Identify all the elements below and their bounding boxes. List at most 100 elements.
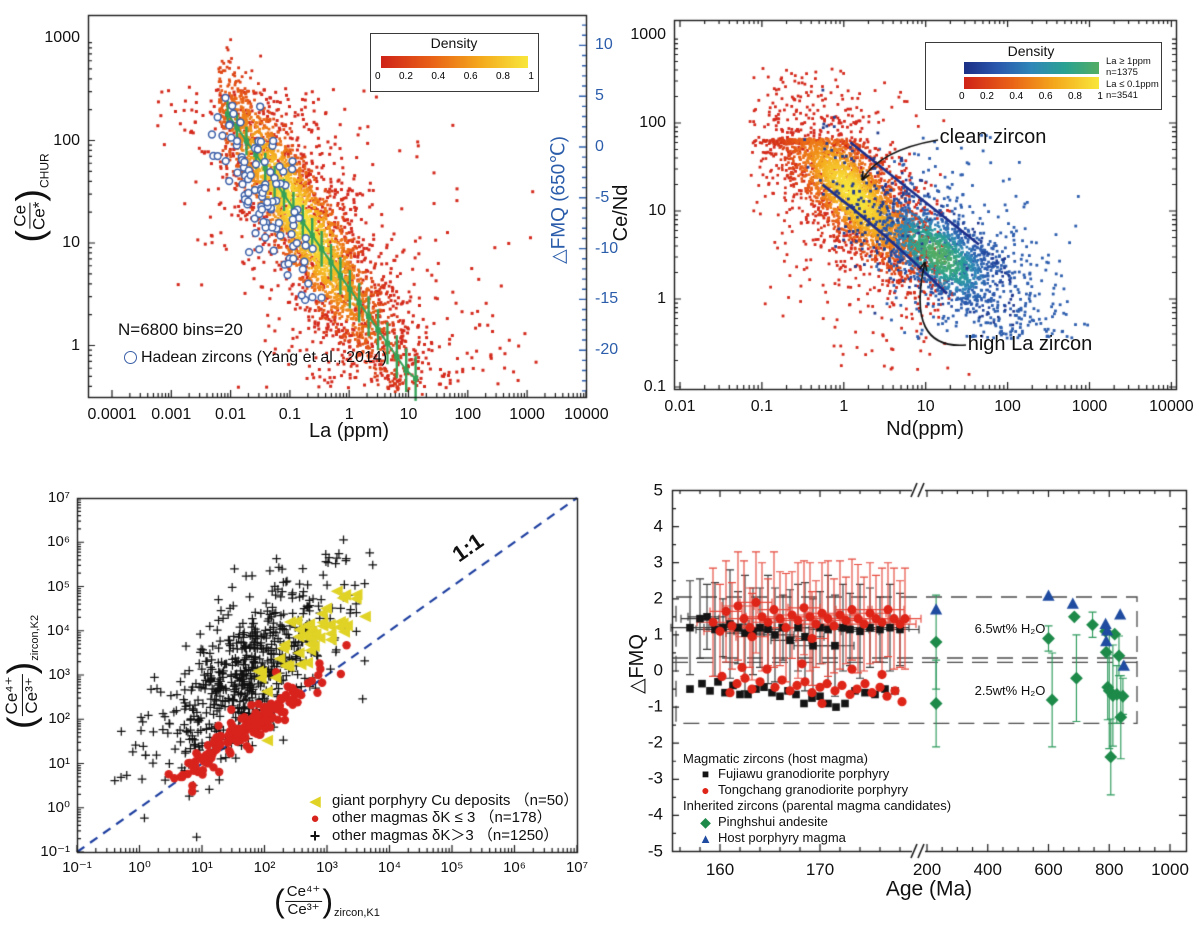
panel-a-hadean-legend: Hadean zircons (Yang et al., 2014) — [124, 349, 387, 367]
panel-c-y-tick: 10⁻¹ — [40, 842, 70, 860]
panel-d-y-tick: -5 — [647, 841, 663, 861]
open-circle-icon — [124, 351, 137, 365]
panel-b-y-axis-label: Ce/Nd — [610, 184, 632, 242]
fraction-subscript: zircon,K1 — [334, 906, 380, 919]
fraction-subscript: CHUR — [37, 153, 52, 188]
triangle-left-icon: ◀ — [309, 792, 321, 810]
panel-d-legend-row-tongchang: ● Tongchang granodiorite porphyry — [697, 782, 909, 799]
panel-b-x-tick: 1 — [839, 398, 849, 415]
panel-a-x-tick: 0.01 — [215, 406, 247, 423]
panel-d-x-tick: 170 — [805, 860, 835, 879]
panel-d-legend-row-fujiawu: ■ Fujiawu granodiorite porphyry — [697, 766, 889, 781]
panel-a-right-tick: 5 — [595, 87, 604, 105]
panel-b-x-axis-label: Nd(ppm) — [886, 418, 964, 440]
plus-icon: + — [309, 826, 321, 846]
panel-a-density-colorbar-box: Density 0 0.2 0.4 0.6 0.8 1 — [370, 33, 539, 92]
colorbar-title: Density — [430, 35, 478, 51]
panel-b-y-tick: 0.1 — [643, 378, 666, 396]
legend-label: Tongchang granodiorite porphyry — [718, 782, 909, 797]
panel-b-x-tick: 10 — [916, 398, 935, 415]
panel-d-x-tick: 160 — [705, 860, 735, 879]
panel-c-x-axis-label: ( Ce⁴⁺ Ce³⁺ ) zircon,K1 — [274, 883, 380, 919]
panel-a-note: N=6800 bins=20 — [118, 320, 243, 339]
panel-a-right-tick: -5 — [595, 189, 610, 206]
group2-count: n=3541 — [1106, 90, 1138, 101]
panel-c-x-tick: 10⁴ — [377, 859, 402, 876]
colorbar-ticks: 0 0.2 0.4 0.6 0.8 1 — [959, 91, 1103, 102]
colorbar-tick: 0 — [959, 91, 965, 102]
panel-d-y-tick: -4 — [647, 805, 663, 825]
panel-d-y-tick: 3 — [653, 552, 663, 572]
panel-a-y-tick: 1 — [71, 336, 80, 354]
panel-c-x-tick: 10⁻¹ — [62, 859, 92, 876]
fraction-numerator: Ce⁴⁺ — [2, 674, 23, 717]
panel-c-y-tick: 10⁶ — [47, 533, 70, 550]
panel-c-y-tick: 10⁷ — [47, 488, 70, 506]
colorbar-tick: 0 — [375, 71, 381, 82]
ce-fraction: Ce Ce* — [10, 202, 49, 230]
panel-b-x-tick: 0.1 — [750, 398, 774, 415]
panel-d-x-tick: 800 — [1095, 860, 1124, 879]
panel-d-y-axis-label: △FMQ — [626, 634, 648, 694]
panel-c-legend-row-other-magmas-gt3: + other magmas δK＞3 （n=1250） — [302, 826, 559, 846]
panel-c-x-tick: 10⁶ — [503, 859, 526, 876]
panel-d-legend-row-pinghshui: ◆ Pinghshui andesite — [697, 814, 828, 831]
fraction-subscript: zircon,K2 — [28, 614, 41, 661]
panel-d-x-tick: 400 — [973, 860, 1002, 879]
triangle-up-icon: ▲ — [699, 830, 712, 846]
panel-a-x-tick: 10 — [399, 406, 418, 423]
panel-a-y-tick: 10 — [62, 234, 80, 252]
panel-a-right-tick: -10 — [595, 239, 619, 257]
colorbar-tick: 1 — [528, 71, 534, 82]
panel-a-y-tick: 1000 — [44, 29, 80, 47]
panel-a-right-tick: -20 — [595, 341, 619, 359]
panel-a-x-axis-label: La (ppm) — [308, 420, 390, 442]
colorbar-ticks: 0 0.2 0.4 0.6 0.8 1 — [375, 71, 534, 82]
legend-label: Pinghshui andesite — [718, 814, 828, 829]
density-colorbar-red-yellow — [381, 56, 528, 68]
panel-d-legend-header-magmatic: Magmatic zircons (host magma) — [683, 751, 868, 766]
panel-b-y-tick: 1 — [657, 290, 666, 308]
panel-d-y-tick: 2 — [653, 588, 663, 608]
colorbar-tick: 1 — [1097, 91, 1103, 102]
panel-c-x-tick: 10⁵ — [440, 859, 464, 876]
colorbar-tick: 0.4 — [431, 71, 446, 82]
panel-d-y-tick: 0 — [653, 660, 663, 680]
legend-label: other magmas δK ≤ 3 （n=178） — [332, 809, 552, 826]
panel-d-x-tick: 1000 — [1151, 860, 1189, 879]
diamond-icon: ◆ — [700, 814, 711, 831]
panel-d-x-tick: 600 — [1034, 860, 1063, 879]
panel-c-y-tick: 10² — [48, 710, 70, 727]
colorbar-tick: 0.2 — [399, 71, 413, 82]
panel-c-x-tick: 10¹ — [191, 859, 213, 876]
panel-a-right-tick: 10 — [595, 36, 613, 54]
panel-a-x-tick: 100 — [454, 406, 482, 423]
panel-d-legend-header-inherited: Inherited zircons (parental magma candid… — [683, 798, 952, 813]
colorbar-tick: 0.6 — [1038, 91, 1053, 102]
group1-count: n=1375 — [1106, 67, 1138, 78]
panel-b-x-tick: 100 — [994, 398, 1021, 415]
panel-d-y-tick: -1 — [647, 696, 663, 716]
circle-icon: ● — [310, 809, 320, 827]
panel-b-y-tick: 1000 — [630, 26, 666, 44]
colorbar-tick: 0.8 — [496, 71, 510, 82]
fraction-denominator: Ce³⁺ — [21, 677, 41, 714]
panel-d-y-tick: -3 — [647, 768, 663, 788]
panel-c-x-tick: 10² — [253, 859, 276, 876]
legend-label: giant porphyry Cu deposits （n=50） — [332, 792, 579, 809]
hadean-legend-label: Hadean zircons (Yang et al., 2014) — [141, 349, 388, 366]
panel-c-y-tick: 10⁰ — [47, 798, 70, 816]
fraction-numerator: Ce — [10, 202, 31, 229]
panel-c-y-axis-label: ( Ce⁴⁺ Ce³⁺ ) zircon,K2 — [0, 614, 43, 729]
panel-a-y-axis-label: ( Ce Ce* ) CHUR — [8, 153, 52, 242]
circle-icon: ● — [701, 782, 710, 799]
panel-c-x-tick: 10⁷ — [565, 859, 589, 876]
panel-d-y-tick: 4 — [653, 516, 663, 536]
panel-c-legend-row-other-magmas-le3: ● other magmas δK ≤ 3 （n=178） — [302, 809, 552, 827]
panel-c-y-tick: 10³ — [48, 665, 70, 683]
panel-d-legend-row-host-porphyry: ▲ Host porphyry magma — [697, 830, 846, 846]
colorbar-tick: 0.8 — [1068, 91, 1082, 102]
close-paren: ) — [0, 661, 43, 675]
